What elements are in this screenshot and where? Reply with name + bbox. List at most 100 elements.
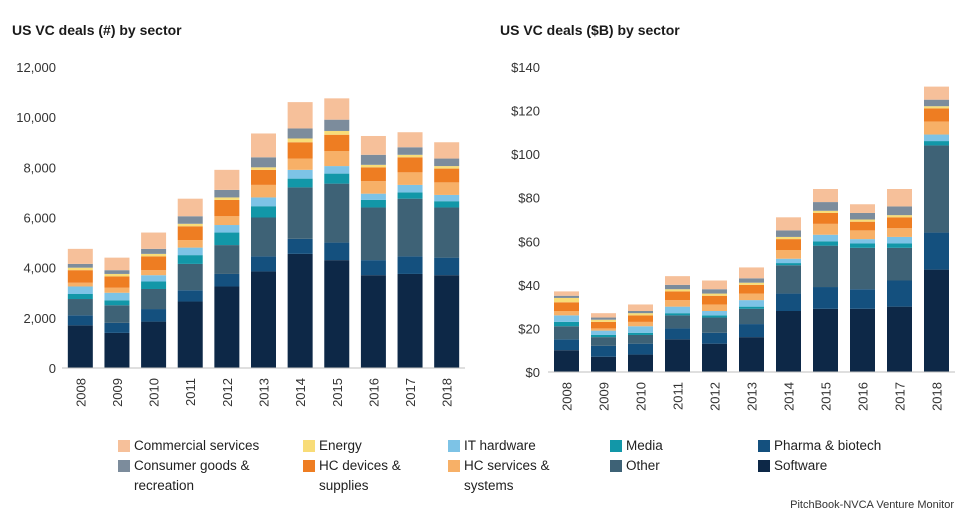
left-xtick-label: 2015 <box>330 378 345 407</box>
left-bar-2009-consumer-goods-recreation <box>104 270 130 274</box>
left-bar-2014-software <box>287 253 313 368</box>
right-bar-2015-consumer-goods-recreation <box>813 202 838 211</box>
right-bar-2009-energy <box>591 319 616 322</box>
left-bar-2015-commercial-services <box>324 98 350 120</box>
left-bar-2014-commercial-services <box>287 102 313 129</box>
left-bar-2012-software <box>214 286 240 368</box>
right-bar-2016-consumer-goods-recreation <box>850 212 875 220</box>
right-bar-2013-it-hardware <box>739 300 764 307</box>
right-bar-2012-pharma-biotech <box>702 332 727 344</box>
right-bar-2011-commercial-services <box>665 276 690 285</box>
left-bar-2011-other <box>177 263 203 291</box>
right-bar-2010-commercial-services <box>628 304 653 311</box>
left-bar-2018-energy <box>434 166 460 169</box>
legend-label: Consumer goods & recreation <box>134 458 250 493</box>
left-bar-2012-hc-devices-supplies <box>214 199 240 217</box>
left-xtick-label: 2014 <box>293 378 308 407</box>
left-bar-2016-hc-devices-supplies <box>360 167 386 182</box>
left-bar-2010-pharma-biotech <box>141 309 167 322</box>
left-bar-2009-commercial-services <box>104 257 130 271</box>
right-bar-2010-hc-services-systems <box>628 321 653 327</box>
right-bar-2010-consumer-goods-recreation <box>628 311 653 314</box>
left-bar-2018-pharma-biotech <box>434 257 460 276</box>
left-bar-2009-hc-devices-supplies <box>104 276 130 288</box>
right-bar-2009-it-hardware <box>591 330 616 335</box>
left-bar-2012-consumer-goods-recreation <box>214 189 240 198</box>
right-bar-2013-media <box>739 306 764 309</box>
left-bar-2010-energy <box>141 253 167 257</box>
left-bar-2012-commercial-services <box>214 169 240 190</box>
right-bar-2017-it-hardware <box>887 236 912 244</box>
right-bar-2012-hc-services-systems <box>702 304 727 311</box>
legend-swatch <box>303 440 315 452</box>
legend-swatch <box>303 460 315 472</box>
left-bar-2017-energy <box>397 154 423 158</box>
left-chart-title: US VC deals (#) by sector <box>12 22 182 38</box>
left-bar-2018-consumer-goods-recreation <box>434 158 460 167</box>
left-ytick-label: 4,000 <box>23 261 56 276</box>
right-xtick-label: 2008 <box>560 382 575 411</box>
legend-label: Software <box>774 458 828 473</box>
left-bar-2013-software <box>251 271 276 368</box>
left-bar-2018-it-hardware <box>434 194 460 202</box>
left-bar-2014-hc-devices-supplies <box>287 142 313 159</box>
right-bar-2014-hc-devices-supplies <box>776 239 801 250</box>
right-bar-2013-consumer-goods-recreation <box>739 278 764 283</box>
right-bar-2012-consumer-goods-recreation <box>702 289 727 294</box>
right-bar-2017-commercial-services <box>887 189 912 207</box>
left-bar-2008-hc-services-systems <box>67 282 93 287</box>
left-bar-2013-consumer-goods-recreation <box>251 157 276 168</box>
left-bar-2014-media <box>287 178 313 188</box>
right-bar-2017-hc-services-systems <box>887 228 912 237</box>
left-bar-2018-other <box>434 207 460 258</box>
right-bar-2015-software <box>813 308 838 372</box>
left-bar-2008-other <box>67 299 93 316</box>
right-xtick-label: 2010 <box>634 382 649 411</box>
right-bar-2012-media <box>702 315 727 318</box>
right-bar-2017-other <box>887 247 912 281</box>
left-bar-2018-software <box>434 275 460 368</box>
left-ytick-label: 2,000 <box>23 311 56 326</box>
right-bar-2011-software <box>665 339 690 372</box>
right-bar-2018-energy <box>924 106 949 109</box>
right-bar-2017-hc-devices-supplies <box>887 217 912 229</box>
right-bar-2009-hc-services-systems <box>591 328 616 331</box>
legend-swatch <box>610 440 622 452</box>
right-bar-2011-consumer-goods-recreation <box>665 284 690 290</box>
right-bar-2016-pharma-biotech <box>850 289 875 309</box>
left-bar-2016-commercial-services <box>360 135 386 155</box>
left-bar-2015-it-hardware <box>324 166 350 174</box>
right-bar-2009-pharma-biotech <box>591 345 616 357</box>
left-bar-2013-it-hardware <box>251 197 276 207</box>
left-bar-2015-energy <box>324 130 350 135</box>
left-bar-2013-pharma-biotech <box>251 256 276 272</box>
right-bar-2014-other <box>776 265 801 294</box>
left-bar-2010-commercial-services <box>141 232 167 249</box>
right-bar-2011-media <box>665 313 690 316</box>
right-bar-2010-hc-devices-supplies <box>628 315 653 322</box>
left-xtick-label: 2018 <box>440 378 455 407</box>
right-xtick-label: 2011 <box>671 382 686 410</box>
right-bar-2012-software <box>702 343 727 372</box>
right-bar-2009-media <box>591 334 616 338</box>
left-bar-2013-energy <box>251 167 276 170</box>
left-bar-2011-energy <box>177 223 203 227</box>
right-bar-2014-it-hardware <box>776 258 801 264</box>
left-bar-2016-hc-services-systems <box>360 181 386 194</box>
right-ytick-label: $0 <box>526 365 540 380</box>
left-ytick-label: 12,000 <box>16 60 56 75</box>
left-bar-2017-it-hardware <box>397 184 423 193</box>
left-bar-2013-media <box>251 206 276 218</box>
right-bar-2015-media <box>813 241 838 246</box>
right-ytick-label: $40 <box>518 278 540 293</box>
left-bar-2017-hc-devices-supplies <box>397 157 423 173</box>
right-ytick-label: $120 <box>511 104 540 119</box>
legend-label: Other <box>626 458 660 473</box>
legend-label: IT hardware <box>464 438 536 453</box>
left-bar-2017-pharma-biotech <box>397 256 423 274</box>
right-bar-2015-hc-devices-supplies <box>813 212 838 224</box>
left-bar-2010-hc-devices-supplies <box>141 256 167 271</box>
right-bar-2013-software <box>739 337 764 372</box>
right-bar-2011-it-hardware <box>665 306 690 314</box>
right-bar-2017-software <box>887 306 912 372</box>
